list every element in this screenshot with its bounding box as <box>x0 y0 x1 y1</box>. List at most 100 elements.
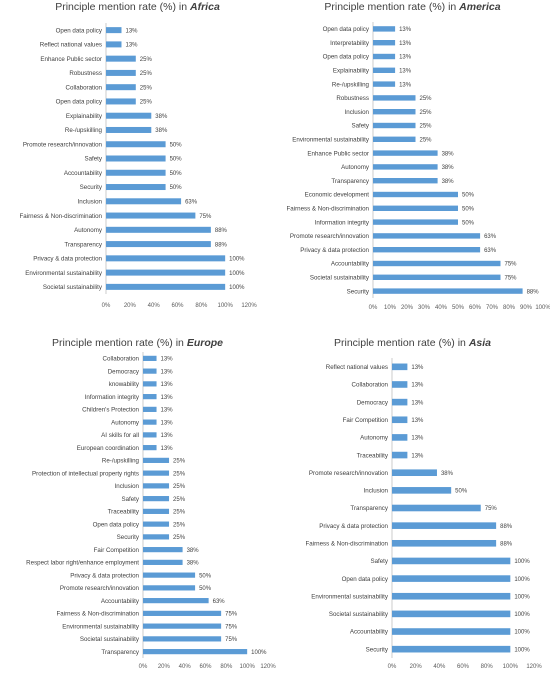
bar <box>373 122 416 129</box>
x-tick-label: 80% <box>481 664 494 670</box>
category-label: Privacy & data protection <box>319 523 388 530</box>
x-tick-label: 20% <box>410 664 423 670</box>
category-label: Accountability <box>350 629 389 636</box>
category-label: Open data policy <box>342 576 389 583</box>
category-label: Fair Competition <box>343 417 389 424</box>
bar <box>373 53 396 60</box>
chart-africa-svg: Principle mention rate (%) in Africa Open… <box>19 1 257 309</box>
category-label: AI skills for all <box>101 432 139 439</box>
bar <box>106 255 226 262</box>
data-label: 13% <box>399 27 412 33</box>
x-tick-label: 60% <box>171 303 184 309</box>
data-label: 75% <box>505 276 518 282</box>
category-label: Enhance Public sector <box>307 150 369 157</box>
bar <box>392 398 408 406</box>
bar <box>143 419 157 425</box>
category-label: Privacy & data protection <box>300 247 369 254</box>
category-label: Accountability <box>101 598 140 605</box>
data-label: 13% <box>161 382 174 388</box>
category-label: Democracy <box>108 368 140 375</box>
data-label: 63% <box>484 234 497 240</box>
data-label: 13% <box>161 433 174 439</box>
category-label: Robustness <box>69 70 102 77</box>
bar <box>143 623 222 629</box>
bar <box>106 184 166 191</box>
bar <box>373 109 416 115</box>
data-label: 50% <box>170 157 183 163</box>
data-label: 88% <box>527 289 540 295</box>
data-label: 13% <box>411 418 424 424</box>
bar <box>392 416 408 424</box>
data-label: 25% <box>140 57 153 63</box>
x-tick-label: 50% <box>452 305 465 311</box>
data-label: 25% <box>140 85 153 91</box>
bar <box>106 141 166 148</box>
category-label: knowability <box>109 381 140 388</box>
data-label: 38% <box>441 471 454 477</box>
x-tick-label: 80% <box>195 303 208 309</box>
bar <box>106 283 226 290</box>
x-tick-label: 60% <box>199 664 212 670</box>
chart-europe: Principle mention rate (%) in Europe Coll… <box>0 332 276 673</box>
bar <box>392 610 511 618</box>
x-tick-label: 0% <box>388 664 397 670</box>
data-label: 25% <box>420 110 433 116</box>
bar <box>392 645 511 653</box>
category-label: Inclusion <box>364 488 389 495</box>
bar <box>143 496 170 502</box>
bar <box>143 432 157 438</box>
data-label: 13% <box>411 453 424 459</box>
bar <box>392 504 481 512</box>
category-label: Societal sustainability <box>80 636 140 643</box>
bar <box>143 559 183 565</box>
x-tick-label: 40% <box>433 664 446 670</box>
data-label: 100% <box>251 650 267 656</box>
category-label: Promote research/innovation <box>60 585 140 592</box>
data-label: 88% <box>215 228 228 234</box>
bar <box>392 469 437 477</box>
x-tick-label: 40% <box>179 664 192 670</box>
bar <box>143 368 157 374</box>
data-label: 38% <box>442 151 455 157</box>
bar <box>106 212 196 219</box>
x-tick-label: 20% <box>158 664 171 670</box>
data-label: 13% <box>411 400 424 406</box>
chart-asia: Principle mention rate (%) in Asia Reflec… <box>275 332 550 673</box>
chart-america: Principle mention rate (%) in America Ope… <box>275 0 550 320</box>
chart-europe-svg: Principle mention rate (%) in Europe Coll… <box>26 337 276 670</box>
chart-title-region: Asia <box>468 337 491 349</box>
data-label: 50% <box>199 586 212 592</box>
data-label: 100% <box>514 577 530 583</box>
data-label: 100% <box>229 257 245 263</box>
bar <box>106 84 136 91</box>
category-label: Open data policy <box>56 27 103 34</box>
data-label: 100% <box>514 559 530 565</box>
x-tick-label: 100% <box>503 664 519 670</box>
bar <box>106 169 166 176</box>
data-label: 100% <box>514 630 530 636</box>
data-label: 25% <box>173 522 186 528</box>
bar <box>143 381 157 387</box>
bar <box>373 40 396 46</box>
x-tick-label: 20% <box>401 305 414 311</box>
category-label: Safety <box>370 558 388 565</box>
data-label: 38% <box>187 548 200 554</box>
x-tick-label: 80% <box>503 305 516 311</box>
category-label: Collaboration <box>352 382 389 389</box>
data-label: 13% <box>161 420 174 426</box>
data-label: 63% <box>213 599 226 605</box>
category-label: Traceability <box>108 509 140 516</box>
data-label: 50% <box>462 207 475 213</box>
bar <box>106 55 136 62</box>
data-label: 88% <box>215 242 228 248</box>
category-label: Information integrity <box>85 394 140 401</box>
data-label: 50% <box>462 193 475 199</box>
bar <box>106 226 211 233</box>
category-label: Information integrity <box>315 219 370 226</box>
category-label: Economic development <box>305 192 370 199</box>
x-tick-label: 10% <box>384 305 397 311</box>
bar <box>392 592 511 600</box>
category-label: Open data policy <box>323 54 370 61</box>
category-label: European coordination <box>77 445 140 452</box>
x-tick-label: 100% <box>217 303 233 309</box>
